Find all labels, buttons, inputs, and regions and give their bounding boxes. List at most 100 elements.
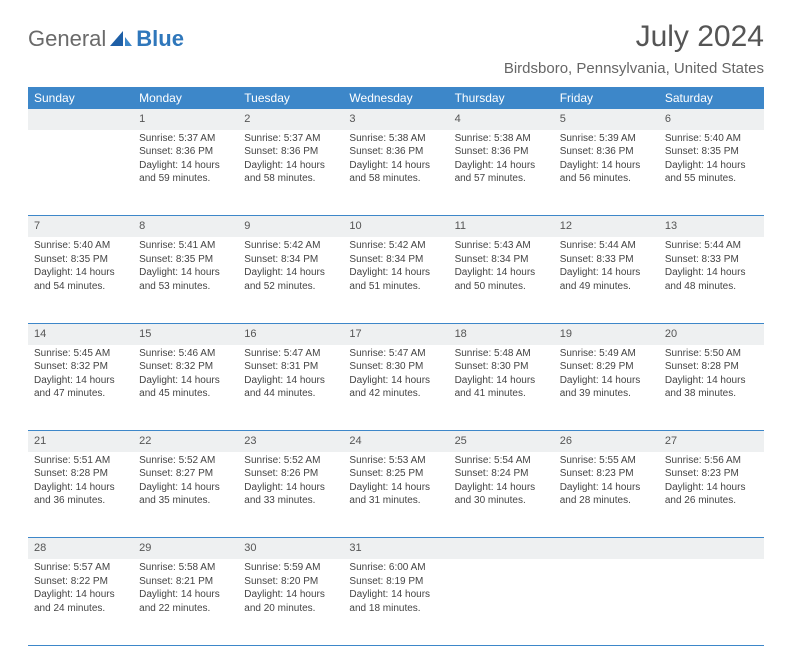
day-number-cell [659,538,764,559]
daynum-row: 78910111213 [28,216,764,237]
weekday-header: Thursday [449,87,554,109]
sunset-line: Sunset: 8:30 PM [349,360,442,374]
daylight-line: Daylight: 14 hours and 36 minutes. [34,481,127,508]
day-body-cell: Sunrise: 5:37 AMSunset: 8:36 PMDaylight:… [133,130,238,216]
sunset-line: Sunset: 8:35 PM [34,253,127,267]
day-number-cell: 21 [28,431,133,452]
day-body-cell: Sunrise: 5:40 AMSunset: 8:35 PMDaylight:… [659,130,764,216]
day-details: Sunrise: 5:38 AMSunset: 8:36 PMDaylight:… [343,130,448,190]
sunset-line: Sunset: 8:28 PM [665,360,758,374]
daylight-line: Daylight: 14 hours and 35 minutes. [139,481,232,508]
daylight-line: Daylight: 14 hours and 41 minutes. [455,374,548,401]
daylight-line: Daylight: 14 hours and 33 minutes. [244,481,337,508]
day-number-cell: 12 [554,216,659,237]
daylight-line: Daylight: 14 hours and 50 minutes. [455,266,548,293]
daylight-line: Daylight: 14 hours and 31 minutes. [349,481,442,508]
weekday-header: Sunday [28,87,133,109]
day-details: Sunrise: 5:37 AMSunset: 8:36 PMDaylight:… [133,130,238,190]
day-details: Sunrise: 5:38 AMSunset: 8:36 PMDaylight:… [449,130,554,190]
daylight-line: Daylight: 14 hours and 22 minutes. [139,588,232,615]
day-details: Sunrise: 5:53 AMSunset: 8:25 PMDaylight:… [343,452,448,512]
daylight-line: Daylight: 14 hours and 55 minutes. [665,159,758,186]
day-body-cell [659,559,764,645]
day-details: Sunrise: 5:42 AMSunset: 8:34 PMDaylight:… [238,237,343,297]
day-body-cell: Sunrise: 5:47 AMSunset: 8:31 PMDaylight:… [238,345,343,431]
page-subtitle: Birdsboro, Pennsylvania, United States [504,60,764,77]
title-block: July 2024 Birdsboro, Pennsylvania, Unite… [504,20,764,77]
sunrise-line: Sunrise: 5:43 AM [455,239,548,253]
sunrise-line: Sunrise: 5:54 AM [455,454,548,468]
sunrise-line: Sunrise: 5:40 AM [34,239,127,253]
sunset-line: Sunset: 8:28 PM [34,467,127,481]
daylight-line: Daylight: 14 hours and 42 minutes. [349,374,442,401]
page-title: July 2024 [504,20,764,54]
daylight-line: Daylight: 14 hours and 52 minutes. [244,266,337,293]
day-details: Sunrise: 5:39 AMSunset: 8:36 PMDaylight:… [554,130,659,190]
sunrise-line: Sunrise: 5:51 AM [34,454,127,468]
day-number-cell: 3 [343,109,448,130]
sunrise-line: Sunrise: 5:57 AM [34,561,127,575]
sunset-line: Sunset: 8:25 PM [349,467,442,481]
sunset-line: Sunset: 8:26 PM [244,467,337,481]
daylight-line: Daylight: 14 hours and 45 minutes. [139,374,232,401]
day-number-cell: 23 [238,431,343,452]
daylight-line: Daylight: 14 hours and 58 minutes. [349,159,442,186]
sunrise-line: Sunrise: 5:59 AM [244,561,337,575]
sunrise-line: Sunrise: 5:48 AM [455,347,548,361]
day-body-cell: Sunrise: 5:39 AMSunset: 8:36 PMDaylight:… [554,130,659,216]
sunrise-line: Sunrise: 5:52 AM [139,454,232,468]
day-body-cell: Sunrise: 5:49 AMSunset: 8:29 PMDaylight:… [554,345,659,431]
sunset-line: Sunset: 8:36 PM [560,145,653,159]
day-number-cell: 1 [133,109,238,130]
day-number-cell: 14 [28,323,133,344]
day-details: Sunrise: 5:52 AMSunset: 8:26 PMDaylight:… [238,452,343,512]
daylight-line: Daylight: 14 hours and 38 minutes. [665,374,758,401]
day-body-cell: Sunrise: 6:00 AMSunset: 8:19 PMDaylight:… [343,559,448,645]
week-row: Sunrise: 5:45 AMSunset: 8:32 PMDaylight:… [28,345,764,431]
sunrise-line: Sunrise: 5:39 AM [560,132,653,146]
sunrise-line: Sunrise: 5:47 AM [244,347,337,361]
calendar-body: 123456Sunrise: 5:37 AMSunset: 8:36 PMDay… [28,109,764,645]
day-details: Sunrise: 5:42 AMSunset: 8:34 PMDaylight:… [343,237,448,297]
day-details: Sunrise: 5:49 AMSunset: 8:29 PMDaylight:… [554,345,659,405]
day-body-cell: Sunrise: 5:44 AMSunset: 8:33 PMDaylight:… [659,237,764,323]
day-body-cell: Sunrise: 5:40 AMSunset: 8:35 PMDaylight:… [28,237,133,323]
day-number-cell: 27 [659,431,764,452]
day-body-cell: Sunrise: 5:58 AMSunset: 8:21 PMDaylight:… [133,559,238,645]
day-details: Sunrise: 5:59 AMSunset: 8:20 PMDaylight:… [238,559,343,619]
sunrise-line: Sunrise: 5:46 AM [139,347,232,361]
day-details: Sunrise: 5:51 AMSunset: 8:28 PMDaylight:… [28,452,133,512]
day-details: Sunrise: 5:52 AMSunset: 8:27 PMDaylight:… [133,452,238,512]
day-details: Sunrise: 5:56 AMSunset: 8:23 PMDaylight:… [659,452,764,512]
day-details: Sunrise: 5:45 AMSunset: 8:32 PMDaylight:… [28,345,133,405]
sunrise-line: Sunrise: 6:00 AM [349,561,442,575]
day-body-cell: Sunrise: 5:38 AMSunset: 8:36 PMDaylight:… [343,130,448,216]
daylight-line: Daylight: 14 hours and 57 minutes. [455,159,548,186]
sunrise-line: Sunrise: 5:42 AM [349,239,442,253]
sunrise-line: Sunrise: 5:49 AM [560,347,653,361]
daynum-row: 14151617181920 [28,323,764,344]
day-body-cell: Sunrise: 5:48 AMSunset: 8:30 PMDaylight:… [449,345,554,431]
day-number-cell: 29 [133,538,238,559]
day-details: Sunrise: 5:55 AMSunset: 8:23 PMDaylight:… [554,452,659,512]
daylight-line: Daylight: 14 hours and 30 minutes. [455,481,548,508]
daylight-line: Daylight: 14 hours and 54 minutes. [34,266,127,293]
sunrise-line: Sunrise: 5:37 AM [244,132,337,146]
day-details: Sunrise: 5:40 AMSunset: 8:35 PMDaylight:… [28,237,133,297]
week-row: Sunrise: 5:37 AM Sunset: 8:36 PM Daylight:… [28,130,764,216]
day-number-cell [449,538,554,559]
day-details: Sunrise: 5:58 AMSunset: 8:21 PMDaylight:… [133,559,238,619]
header-row: General Blue July 2024 Birdsboro, Pennsy… [28,20,764,77]
weekday-header: Saturday [659,87,764,109]
sunset-line: Sunset: 8:35 PM [139,253,232,267]
day-body-cell [554,559,659,645]
day-body-cell: Sunrise: 5:55 AMSunset: 8:23 PMDaylight:… [554,452,659,538]
week-row: Sunrise: 5:40 AMSunset: 8:35 PMDaylight:… [28,237,764,323]
day-number-cell: 16 [238,323,343,344]
day-body-cell: Sunrise: 5:51 AMSunset: 8:28 PMDaylight:… [28,452,133,538]
sunrise-line: Sunrise: 5:41 AM [139,239,232,253]
week-row: Sunrise: 5:51 AMSunset: 8:28 PMDaylight:… [28,452,764,538]
daynum-row: 28293031 [28,538,764,559]
day-body-cell: Sunrise: 5:52 AMSunset: 8:26 PMDaylight:… [238,452,343,538]
day-number-cell: 25 [449,431,554,452]
